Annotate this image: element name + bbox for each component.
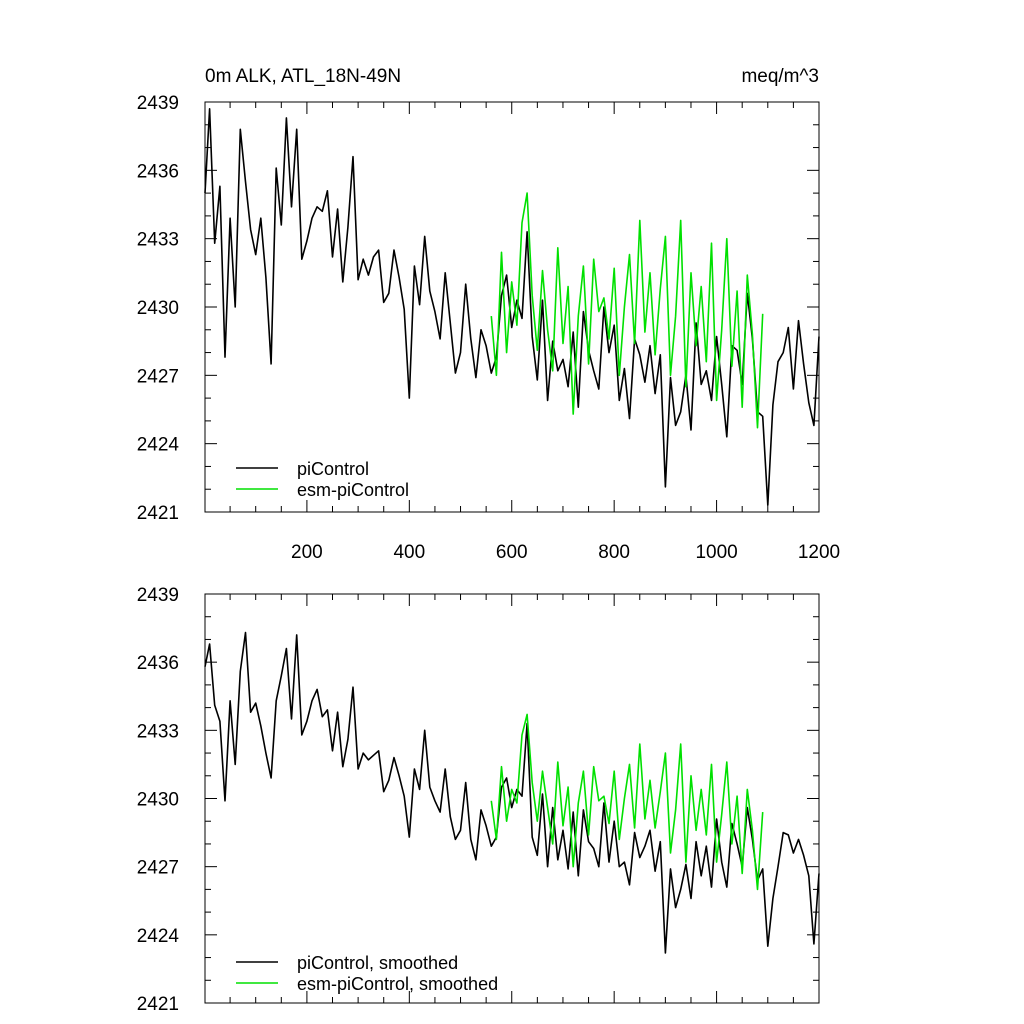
x-tick-label: 200 xyxy=(291,542,323,563)
y-tick-label: 2430 xyxy=(137,298,179,319)
x-tick-label: 600 xyxy=(496,542,528,563)
y-tick-label: 2421 xyxy=(137,994,179,1015)
chart-title: 0m ALK, ATL_18N-49N xyxy=(205,66,401,87)
top-chart-panel: 2421 2424 2427 2430 2433 2436 2439 200 400 600 800… xyxy=(137,66,840,563)
x-tick-label: 800 xyxy=(598,542,630,563)
y-tick-label: 2433 xyxy=(137,721,179,742)
y-tick-label: 2439 xyxy=(137,585,179,606)
y-tick-label: 2427 xyxy=(137,858,179,879)
y-tick-label: 2430 xyxy=(137,790,179,811)
series-line-picontrol xyxy=(204,631,820,954)
legend-label: esm-piControl, smoothed xyxy=(297,974,498,994)
y-tick-label: 2421 xyxy=(137,503,179,524)
y-tick-label: 2427 xyxy=(137,366,179,387)
series-line-esm-picontrol xyxy=(490,192,764,429)
y-tick-label: 2424 xyxy=(137,435,180,456)
y-tick-label: 2433 xyxy=(137,230,179,251)
series-line-picontrol xyxy=(204,108,820,506)
bottom-chart-panel: 2421 2424 2427 2430 2433 2436 2439 piControl, s… xyxy=(137,585,820,1015)
y-tick-label: 2424 xyxy=(137,926,180,947)
chart-units: meq/m^3 xyxy=(741,66,819,87)
x-tick-label: 1200 xyxy=(798,542,840,563)
legend-label: piControl, smoothed xyxy=(297,953,458,973)
legend-label: piControl xyxy=(297,459,369,479)
x-tick-label: 1000 xyxy=(695,542,737,563)
plot-frame xyxy=(204,101,820,513)
x-tick-label: 400 xyxy=(393,542,425,563)
y-tick-label: 2439 xyxy=(137,93,179,114)
series-line-esm-picontrol xyxy=(490,713,764,891)
legend-label: esm-piControl xyxy=(297,480,409,500)
y-tick-label: 2436 xyxy=(137,161,179,182)
y-tick-label: 2436 xyxy=(137,653,179,674)
